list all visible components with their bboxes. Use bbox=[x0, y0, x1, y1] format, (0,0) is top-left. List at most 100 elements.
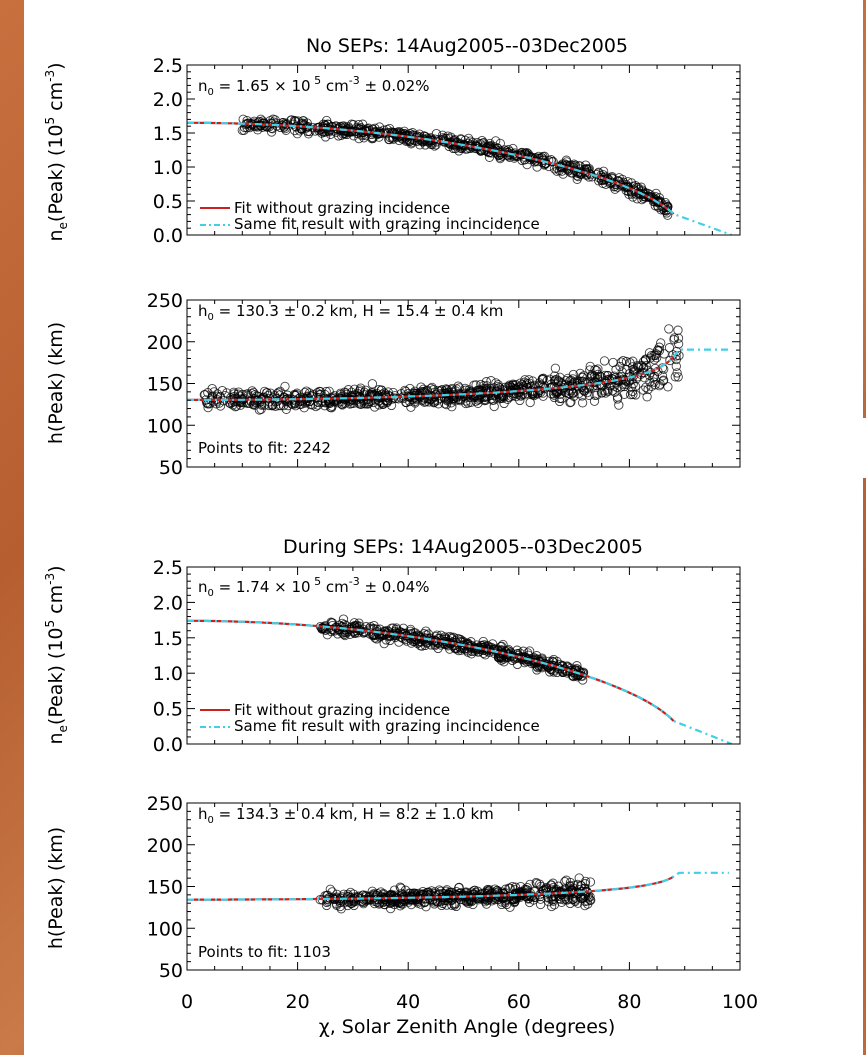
y-tick-label: 1.5 bbox=[153, 123, 183, 145]
fit-with-grazing-line bbox=[187, 619, 733, 744]
data-point bbox=[536, 387, 546, 397]
data-point bbox=[363, 394, 373, 405]
fit-with-grazing-line bbox=[187, 871, 729, 901]
data-point bbox=[659, 349, 669, 359]
y-tick-label: 50 bbox=[159, 960, 183, 982]
data-point bbox=[497, 641, 507, 651]
y-tick-label: 0.0 bbox=[153, 225, 183, 247]
data-point bbox=[619, 389, 629, 399]
data-point bbox=[361, 890, 371, 901]
panel-1-plot: 0.0 0.5 1.0 1.5 2.0 2.5 bbox=[153, 55, 741, 247]
data-point bbox=[567, 379, 577, 389]
data-point bbox=[359, 387, 370, 397]
x-tick-label: 20 bbox=[286, 991, 310, 1013]
data-point bbox=[512, 659, 523, 670]
legend-label-fit-with: Same fit result with grazing incincidenc… bbox=[234, 215, 540, 233]
x-tick-label: 100 bbox=[722, 991, 758, 1013]
panel-3-legend: Fit without grazing incidence Same fit r… bbox=[200, 701, 540, 735]
data-point bbox=[638, 363, 648, 373]
data-point bbox=[656, 338, 666, 348]
data-point bbox=[572, 174, 582, 184]
data-point bbox=[377, 630, 388, 640]
data-point bbox=[473, 398, 483, 408]
data-point bbox=[669, 335, 679, 345]
data-point bbox=[566, 397, 576, 407]
data-point bbox=[385, 635, 395, 646]
data-point bbox=[610, 387, 620, 397]
data-point bbox=[346, 127, 356, 137]
figure-panel bbox=[24, 0, 863, 1055]
data-point bbox=[437, 130, 448, 140]
data-point bbox=[449, 136, 460, 146]
data-point bbox=[621, 364, 632, 375]
data-point bbox=[616, 371, 627, 382]
data-point bbox=[615, 361, 625, 372]
panel-2-ylabel: h(Peak) (km) bbox=[45, 322, 67, 444]
data-point bbox=[522, 882, 532, 893]
data-point bbox=[671, 361, 681, 371]
data-point bbox=[551, 374, 561, 385]
scatter-points bbox=[315, 614, 589, 685]
data-point bbox=[400, 385, 410, 396]
legend-label-fit-with: Same fit result with grazing incincidenc… bbox=[234, 717, 540, 735]
data-point bbox=[443, 893, 454, 904]
data-point bbox=[653, 197, 663, 208]
data-point bbox=[426, 133, 436, 143]
panel-2-points-label: Points to fit: 2242 bbox=[198, 439, 331, 457]
data-point bbox=[412, 388, 422, 398]
data-point bbox=[614, 400, 624, 410]
data-point bbox=[353, 628, 363, 638]
data-point bbox=[596, 388, 607, 398]
data-point bbox=[486, 376, 496, 386]
data-point bbox=[481, 899, 492, 909]
y-tick-label: 100 bbox=[147, 415, 183, 437]
data-point bbox=[628, 356, 638, 366]
data-point bbox=[321, 900, 332, 911]
data-point bbox=[646, 351, 657, 361]
data-point bbox=[613, 392, 623, 402]
data-point bbox=[638, 385, 649, 395]
data-point bbox=[495, 393, 506, 403]
data-point bbox=[365, 629, 375, 639]
data-point bbox=[480, 142, 490, 152]
data-point bbox=[451, 901, 461, 912]
data-point bbox=[396, 883, 406, 893]
data-point bbox=[649, 377, 659, 387]
data-point bbox=[390, 626, 400, 637]
data-point bbox=[325, 129, 336, 139]
data-point bbox=[454, 146, 464, 156]
data-point bbox=[580, 896, 590, 907]
data-point bbox=[300, 397, 311, 407]
data-point bbox=[257, 118, 268, 128]
data-point bbox=[658, 375, 669, 385]
panel-3-plot: 0.0 0.5 1.0 1.5 2.0 2.5 bbox=[153, 557, 741, 756]
data-point bbox=[565, 881, 575, 892]
data-point bbox=[599, 356, 610, 366]
data-point bbox=[441, 399, 452, 410]
data-point bbox=[641, 382, 651, 392]
data-point bbox=[480, 394, 490, 404]
y-tick-label: 250 bbox=[147, 793, 183, 815]
y-tick-label: 1.0 bbox=[153, 157, 183, 179]
data-point bbox=[302, 391, 312, 401]
data-point bbox=[481, 395, 491, 405]
y-tick-label: 0.5 bbox=[153, 191, 183, 213]
data-point bbox=[448, 391, 458, 402]
data-point bbox=[600, 370, 610, 381]
data-point bbox=[469, 885, 479, 896]
data-point bbox=[441, 384, 451, 394]
data-point bbox=[586, 376, 596, 387]
data-point bbox=[315, 387, 326, 397]
data-point bbox=[327, 620, 338, 631]
data-point bbox=[522, 388, 532, 398]
data-point bbox=[384, 123, 395, 134]
data-point bbox=[487, 889, 497, 899]
data-point bbox=[618, 355, 628, 366]
data-point bbox=[383, 626, 394, 637]
data-point bbox=[625, 389, 636, 400]
data-point bbox=[464, 387, 475, 397]
data-point bbox=[643, 384, 653, 395]
panel-1-title: No SEPs: 14Aug2005--03Dec2005 bbox=[306, 35, 628, 57]
data-point bbox=[502, 899, 512, 910]
